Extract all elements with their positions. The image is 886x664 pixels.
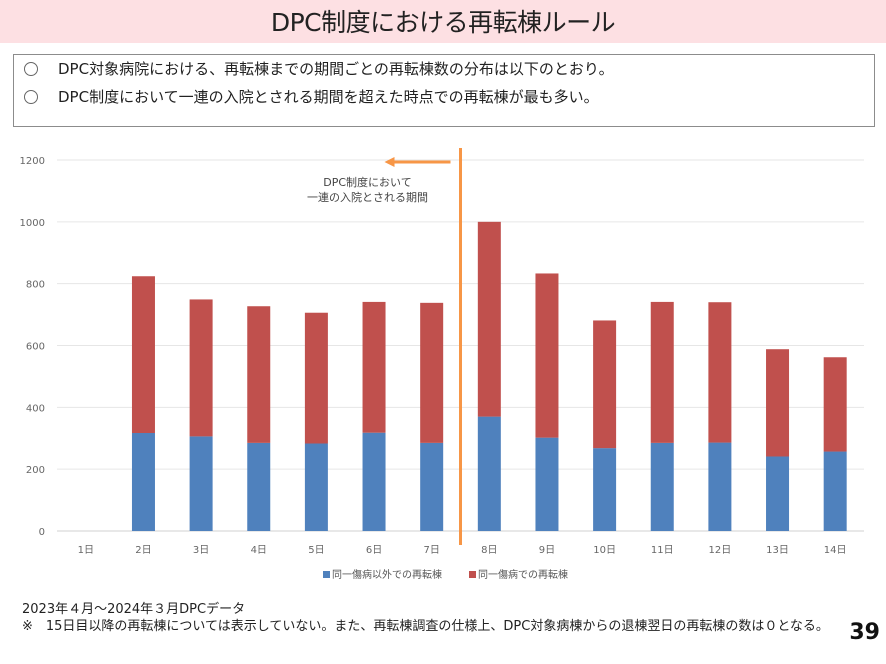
bar-segment-other-disease bbox=[304, 443, 328, 531]
bar-segment-other-disease bbox=[708, 442, 732, 531]
y-tick-label: 800 bbox=[26, 280, 45, 291]
y-tick-label: 1000 bbox=[20, 218, 45, 229]
y-tick-label: 200 bbox=[26, 465, 45, 476]
data-period-note: 2023年４月～2024年３月DPCデータ bbox=[22, 602, 246, 617]
x-tick-label: 1日 bbox=[78, 545, 94, 556]
bar-segment-other-disease bbox=[420, 442, 444, 531]
bar-segment-other-disease bbox=[766, 456, 790, 531]
y-tick-label: 400 bbox=[26, 403, 45, 414]
x-tick-label: 9日 bbox=[539, 545, 555, 556]
x-tick-label: 11日 bbox=[651, 545, 674, 556]
x-tick-label: 13日 bbox=[766, 545, 789, 556]
bar-segment-other-disease bbox=[535, 437, 559, 531]
annotation-text: DPC制度において bbox=[323, 175, 411, 189]
bar-segment-same-disease bbox=[362, 301, 386, 433]
bar-segment-same-disease bbox=[766, 349, 790, 457]
legend-label: 同一傷病以外での再転棟 bbox=[332, 568, 442, 581]
x-tick-label: 2日 bbox=[135, 545, 151, 556]
bar-segment-other-disease bbox=[823, 451, 847, 531]
title-banner: DPC制度における再転棟ルール bbox=[0, 0, 886, 43]
x-tick-label: 12日 bbox=[709, 545, 732, 556]
bars bbox=[131, 221, 847, 531]
x-tick-label: 7日 bbox=[423, 545, 439, 556]
y-tick-label: 1200 bbox=[20, 156, 45, 167]
bar-segment-same-disease bbox=[823, 357, 847, 452]
y-axis-ticks: 0 200 400 600 800 1000 1200 bbox=[20, 156, 45, 538]
bar-segment-same-disease bbox=[650, 301, 674, 443]
x-axis-ticks: 1日 2日 3日 4日 5日 6日 7日 8日 9日 10日 11日 12日 13日 14日 bbox=[78, 545, 847, 556]
bar-segment-other-disease bbox=[477, 416, 501, 531]
bar-segment-same-disease bbox=[304, 312, 328, 444]
page-title: DPC制度における再転棟ルール bbox=[270, 8, 616, 37]
bar-segment-same-disease bbox=[593, 320, 617, 449]
bar-segment-same-disease bbox=[477, 221, 501, 417]
legend: 同一傷病以外での再転棟 同一傷病での再転棟 bbox=[323, 568, 568, 581]
x-tick-label: 6日 bbox=[366, 545, 382, 556]
x-tick-label: 8日 bbox=[481, 545, 497, 556]
bar-segment-other-disease bbox=[131, 432, 155, 531]
footnote: ※ 15日目以降の再転棟については表示していない。また、再転棟調査の仕様上、DP… bbox=[22, 619, 829, 634]
bar-segment-other-disease bbox=[593, 448, 617, 531]
bar-segment-same-disease bbox=[420, 302, 444, 443]
chart-canvas: 0 200 400 600 800 1000 1200 1日 2日 3日 4日 5日 6日 7日 8日 9日… bbox=[20, 148, 864, 581]
legend-swatch-blue bbox=[323, 571, 330, 578]
summary-text: DPC対象病院における、再転棟までの期間ごとの再転棟数の分布は以下のとおり。 bbox=[58, 60, 614, 78]
legend-label: 同一傷病での再転棟 bbox=[478, 568, 568, 581]
y-tick-label: 0 bbox=[39, 527, 45, 538]
y-tick-label: 600 bbox=[26, 342, 45, 353]
bar-segment-same-disease bbox=[535, 273, 559, 438]
x-tick-label: 4日 bbox=[251, 545, 267, 556]
bar-segment-other-disease bbox=[247, 442, 271, 531]
page-number: 39 bbox=[849, 620, 880, 645]
x-tick-label: 3日 bbox=[193, 545, 209, 556]
bar-segment-same-disease bbox=[247, 306, 271, 443]
bar-segment-same-disease bbox=[189, 299, 213, 437]
arrow-head-icon bbox=[384, 157, 395, 167]
bar-segment-other-disease bbox=[189, 436, 213, 531]
circle-bullet-icon bbox=[24, 90, 38, 104]
summary-box: DPC対象病院における、再転棟までの期間ごとの再転棟数の分布は以下のとおり。 D… bbox=[13, 54, 875, 127]
x-tick-label: 14日 bbox=[824, 545, 847, 556]
circle-bullet-icon bbox=[24, 62, 38, 76]
legend-swatch-red bbox=[469, 571, 476, 578]
bar-segment-other-disease bbox=[650, 442, 674, 531]
summary-text: DPC制度において一連の入院とされる期間を超えた時点での再転棟が最も多い。 bbox=[58, 88, 599, 106]
bar-segment-same-disease bbox=[708, 302, 732, 443]
x-tick-label: 5日 bbox=[308, 545, 324, 556]
x-tick-label: 10日 bbox=[593, 545, 616, 556]
annotation: DPC制度において 一連の入院とされる期間 bbox=[307, 148, 462, 545]
stacked-bar-chart: 0 200 400 600 800 1000 1200 1日 2日 3日 4日 5日 6日 7日 8日 9日… bbox=[0, 140, 886, 595]
bar-segment-other-disease bbox=[362, 432, 386, 531]
annotation-text: 一連の入院とされる期間 bbox=[307, 190, 428, 204]
bar-segment-same-disease bbox=[131, 276, 155, 433]
